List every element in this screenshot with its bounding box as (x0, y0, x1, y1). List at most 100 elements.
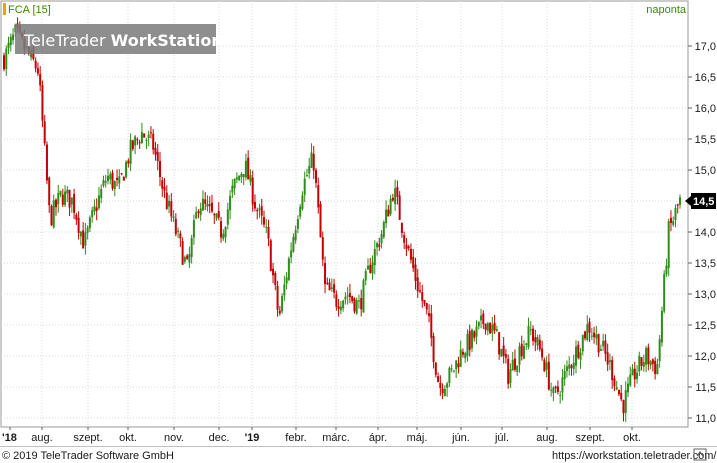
candle-body (333, 284, 336, 293)
y-tick-label: 15,0 (695, 165, 716, 177)
candle-body (229, 195, 232, 211)
candle-body (75, 214, 78, 220)
candle-body (369, 264, 372, 273)
candle-body (627, 383, 629, 393)
candle-body (211, 202, 213, 212)
candle-body (292, 237, 295, 252)
candle-body (206, 203, 209, 207)
candle-body (159, 161, 161, 178)
plot-area (0, 0, 689, 428)
svg-text:TeleTrader WorkStation: TeleTrader WorkStation (23, 31, 223, 50)
candle-body (547, 361, 550, 390)
candle-body (104, 181, 107, 183)
candle-body (57, 193, 60, 205)
candle-body (638, 355, 641, 372)
candle-body (12, 34, 15, 41)
candle-body (466, 333, 469, 356)
candle-body (238, 175, 241, 181)
expand-icon[interactable] (693, 448, 707, 461)
candle-body (129, 139, 132, 164)
candle-body (97, 195, 100, 209)
watermark: TeleTrader WorkStation (15, 24, 223, 54)
candle-body (348, 293, 351, 298)
candle-body (513, 358, 516, 370)
candle-body (452, 370, 455, 372)
candle-body (244, 160, 247, 178)
candle-body (495, 329, 498, 332)
candle-body (41, 85, 44, 121)
candle-body (281, 295, 284, 312)
candle-body (86, 227, 89, 233)
candle-body (186, 255, 189, 259)
candle-body (263, 217, 265, 225)
candle-body (651, 359, 654, 364)
candle-body (642, 362, 645, 367)
candle-body (602, 340, 605, 347)
candle-body (163, 186, 166, 191)
candle-body (143, 133, 146, 138)
candle-body (552, 387, 555, 394)
candle-body (504, 354, 507, 358)
candle-body (482, 313, 485, 325)
candle-body (312, 153, 315, 171)
candle-body (179, 233, 182, 239)
grid-lines (1, 1, 688, 427)
candle-body (109, 174, 112, 180)
candle-body (310, 152, 313, 168)
candle-body (511, 359, 514, 371)
candle-body (59, 190, 62, 195)
y-tick-label: 17,0 (695, 41, 716, 53)
candle-body (355, 300, 358, 314)
candle-body (79, 231, 82, 237)
y-tick-label: 14,0 (695, 227, 716, 239)
candle-body (274, 273, 277, 285)
candle-body (91, 210, 94, 218)
candle-body (61, 194, 64, 205)
candle-body (676, 204, 679, 206)
candle-body (550, 389, 553, 391)
candle-body (360, 298, 363, 310)
candle-body (34, 60, 37, 69)
candle-body (367, 265, 369, 270)
candle-body (170, 201, 173, 217)
candle-body (658, 339, 661, 361)
candle-body (172, 216, 175, 219)
y-tick-label: 15,5 (695, 134, 716, 146)
candle-body (321, 237, 324, 260)
candle-body (174, 218, 177, 235)
candle-body (265, 226, 268, 228)
candle-body (272, 268, 275, 276)
y-tick-label: 13,0 (695, 289, 716, 301)
candle-body (434, 362, 437, 375)
candle-body (84, 232, 87, 246)
candle-body (326, 282, 329, 284)
x-tick-label: okt. (623, 432, 641, 444)
candle-body (145, 140, 148, 142)
candle-body (93, 206, 96, 212)
candle-body (134, 136, 137, 146)
candle-body (599, 349, 602, 351)
candle-body (473, 331, 476, 338)
candle-body (380, 234, 383, 244)
candle-body (199, 208, 202, 215)
footer-url[interactable]: https://workstation.teletrader.com/ (552, 450, 717, 462)
x-axis: '18 aug. szept. okt. nov. dec. '19 febr. márc. áp… (2, 427, 641, 444)
candle-body (590, 335, 593, 337)
candle-body (624, 390, 627, 413)
candle-body (362, 280, 365, 313)
candle-body (39, 74, 42, 86)
candle-body (536, 337, 539, 346)
candle-body (82, 230, 85, 249)
candle-body (532, 328, 535, 341)
candle-body (305, 175, 308, 177)
candle-body (324, 263, 327, 285)
candle-body (617, 389, 620, 395)
candle-body (581, 334, 584, 352)
candle-body (116, 177, 119, 180)
candle-body (247, 157, 250, 180)
candle-body (604, 340, 607, 354)
candle-body (464, 353, 467, 359)
candle-body (385, 209, 388, 224)
x-tick-label: okt. (119, 432, 137, 444)
candle-body (459, 349, 462, 367)
